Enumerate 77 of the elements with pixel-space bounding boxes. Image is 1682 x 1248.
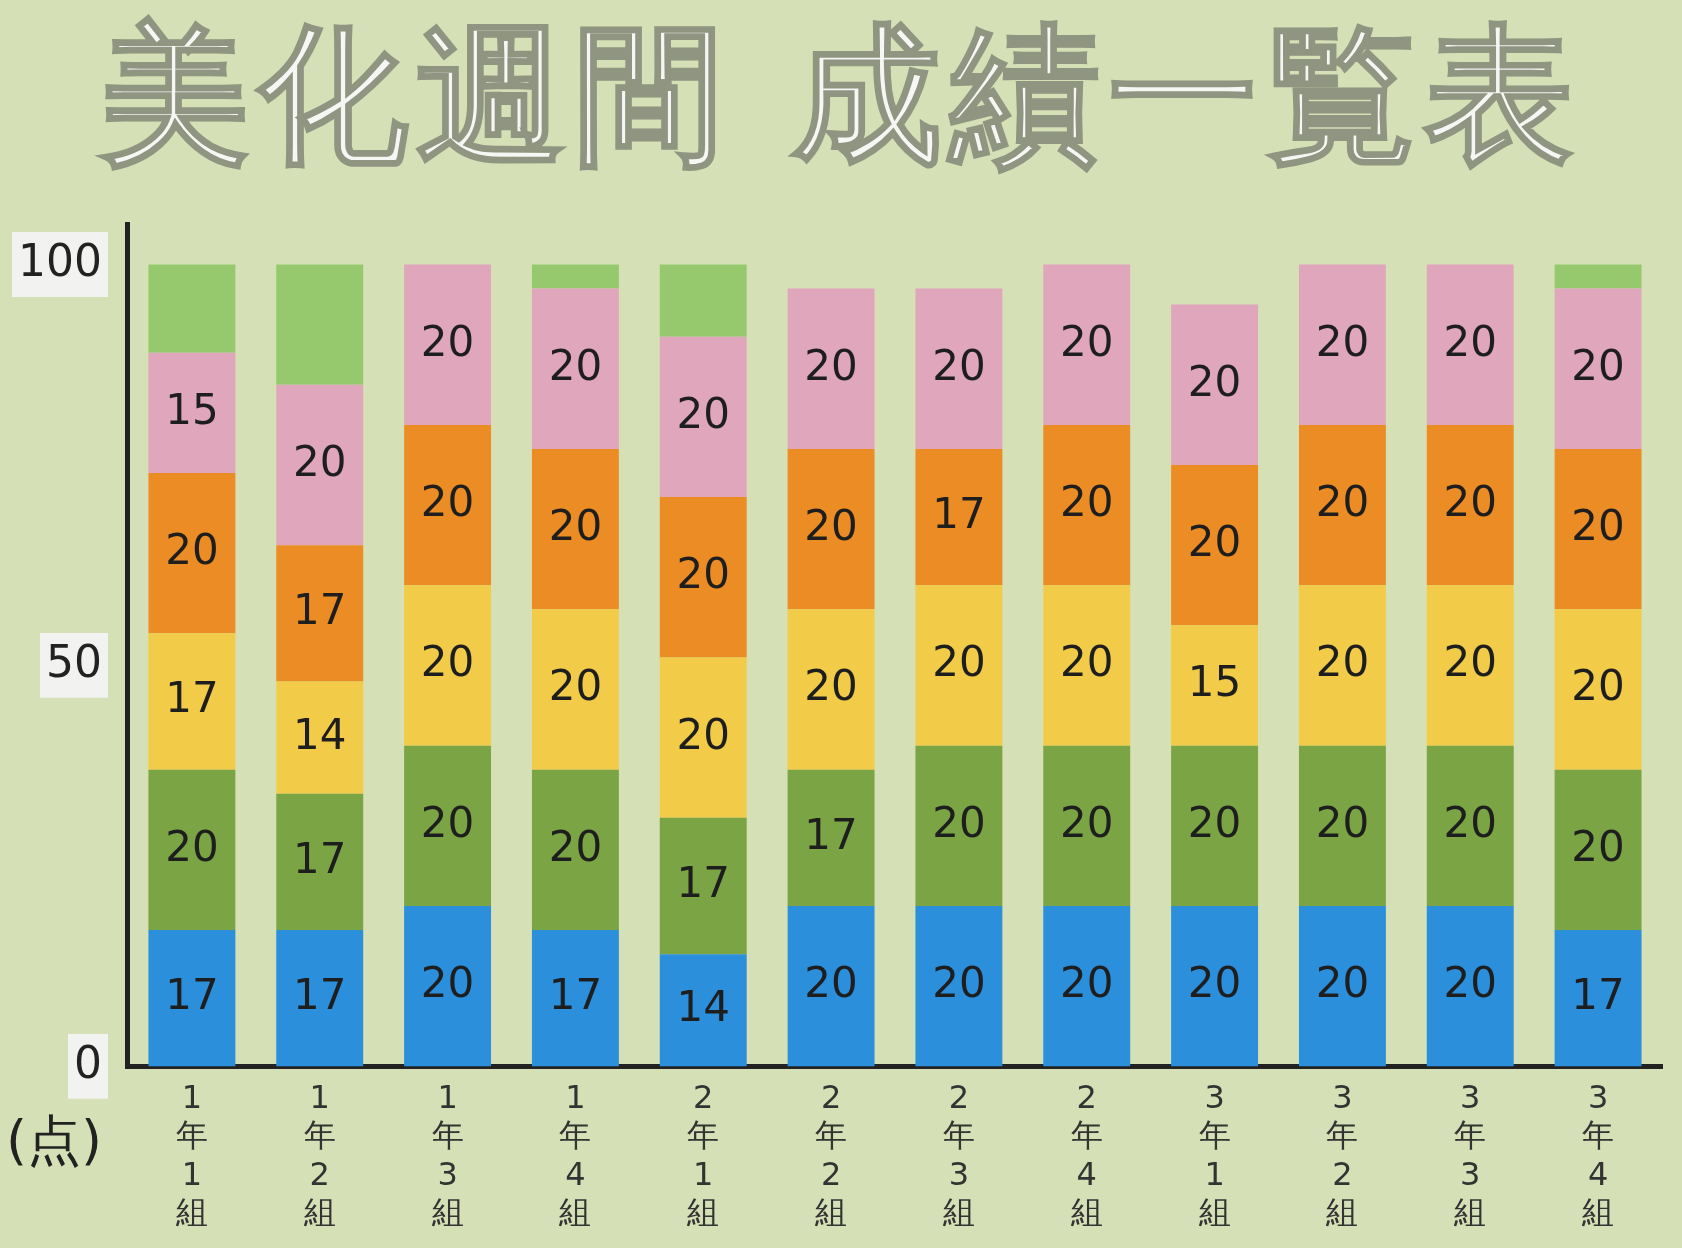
y-axis-title: (点) (6, 1108, 103, 1174)
data-label: 20 (932, 958, 986, 1008)
data-label: 20 (420, 797, 475, 847)
data-label: 20 (420, 476, 475, 526)
x-tick-label: 1年2組 (302, 1077, 336, 1232)
x-tick-label: 3年4組 (1581, 1077, 1615, 1232)
data-label: 14 (676, 982, 730, 1032)
data-label: 20 (676, 709, 730, 759)
data-label: 20 (1571, 661, 1625, 711)
data-label: 20 (548, 501, 603, 551)
x-tick-label: 2年2組 (814, 1077, 848, 1232)
x-tick-label: 2年1組 (686, 1077, 720, 1232)
x-tick-label: 3年1組 (1197, 1077, 1231, 1232)
data-label: 20 (676, 549, 730, 599)
data-label: 14 (293, 709, 347, 759)
data-label: 17 (293, 833, 347, 883)
data-label: 20 (1443, 797, 1497, 847)
data-label: 20 (1315, 797, 1370, 847)
data-label: 20 (804, 958, 858, 1008)
data-label: 20 (804, 340, 858, 390)
data-label: 20 (1315, 958, 1370, 1008)
x-tick-label: 1年3組 (430, 1077, 464, 1232)
data-label: 17 (293, 970, 347, 1020)
y-tick-label: 0 (73, 1036, 102, 1088)
data-label: 17 (165, 970, 219, 1020)
data-label: 20 (1443, 958, 1497, 1008)
data-label: 20 (1187, 958, 1242, 1008)
data-label: 20 (1443, 476, 1497, 526)
data-label: 17 (293, 585, 347, 635)
data-label: 17 (932, 489, 986, 538)
data-label: 20 (1060, 316, 1114, 366)
data-label: 20 (420, 637, 475, 687)
data-label: 20 (548, 821, 603, 871)
data-label: 20 (1187, 356, 1242, 406)
data-label: 20 (932, 637, 986, 687)
data-label: 20 (804, 501, 858, 551)
x-tick-label: 3年3組 (1453, 1077, 1487, 1232)
data-label: 20 (1060, 797, 1114, 847)
data-label: 20 (420, 316, 475, 366)
data-label: 20 (932, 340, 986, 390)
data-label: 20 (1187, 517, 1242, 567)
x-tick-label: 1年1組 (174, 1077, 208, 1232)
data-label: 17 (548, 970, 603, 1020)
data-label: 20 (804, 661, 858, 711)
data-label: 20 (293, 436, 347, 486)
data-label: 20 (676, 388, 730, 438)
data-label: 17 (1571, 970, 1625, 1020)
data-label: 20 (165, 525, 219, 575)
data-label: 20 (1571, 501, 1625, 551)
data-label: 20 (548, 661, 603, 711)
chart-title: 美化週間 成績一覧表 (97, 7, 1584, 184)
data-label: 20 (1060, 476, 1114, 526)
data-label: 20 (932, 797, 986, 847)
x-tick-label: 3年2組 (1325, 1077, 1359, 1232)
data-label: 20 (1571, 340, 1625, 390)
data-label: 20 (1315, 637, 1370, 687)
data-label: 20 (1443, 316, 1497, 366)
data-label: 20 (548, 340, 603, 390)
data-label: 17 (676, 857, 730, 907)
data-label: 20 (1443, 637, 1497, 687)
data-label: 17 (804, 809, 858, 859)
data-label: 20 (165, 821, 219, 871)
data-label: 20 (1060, 637, 1114, 687)
data-label: 17 (165, 673, 219, 723)
data-label: 20 (1060, 958, 1114, 1008)
data-label: 15 (1187, 657, 1242, 707)
data-label: 20 (1315, 316, 1370, 366)
y-tick-label: 100 (18, 234, 102, 286)
x-tick-label: 2年4組 (1069, 1077, 1103, 1232)
data-label: 20 (1315, 476, 1370, 526)
y-tick-label: 50 (45, 635, 102, 687)
x-tick-label: 1年4組 (558, 1077, 592, 1232)
data-label: 20 (1187, 797, 1242, 847)
data-label: 20 (420, 958, 475, 1008)
data-label: 15 (165, 384, 219, 434)
x-tick-label: 2年3組 (941, 1077, 975, 1232)
data-label: 20 (1571, 821, 1625, 871)
